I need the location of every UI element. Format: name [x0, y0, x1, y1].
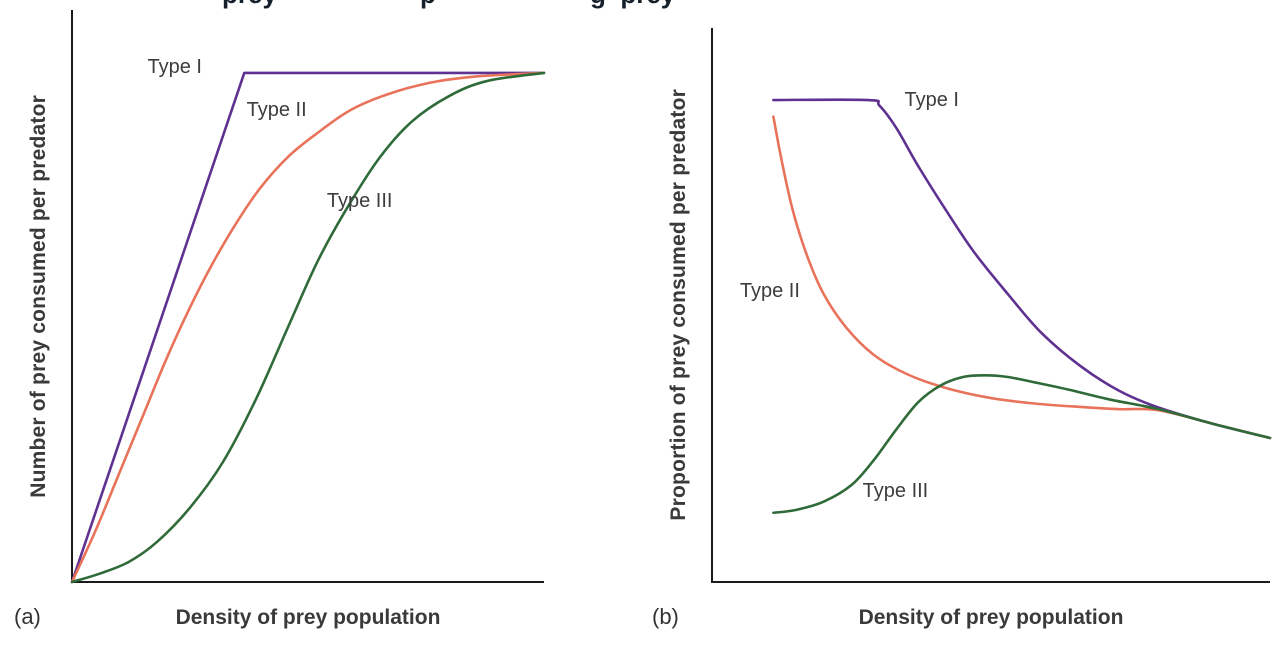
plot-area-b: Type I Type II Type III [712, 28, 1270, 582]
curve-type-i-b [773, 100, 1270, 438]
axes-a [72, 10, 544, 582]
chart-svg-a [72, 10, 544, 582]
y-axis-label-b: Proportion of prey consumed per predator [667, 89, 690, 521]
curve-type-iii-a [72, 73, 544, 582]
plot-area-a: Type I Type II Type III [72, 10, 544, 582]
cropped-title-fragment: prey [222, 0, 277, 10]
curve-type-ii-b [773, 117, 1270, 438]
curve-label-type3-a: Type III [326, 190, 393, 213]
y-axis-label-a: Number of prey consumed per predator [27, 94, 50, 498]
y-axis-label-wrap-a: Number of prey consumed per predator [22, 10, 56, 582]
cropped-title-fragment: p [420, 0, 436, 10]
x-axis-label-b: Density of prey population [858, 606, 1124, 629]
curve-label-type2-b: Type II [739, 280, 800, 303]
y-axis-label-wrap-b: Proportion of prey consumed per predator [662, 28, 696, 582]
panel-letter-a: (a) [14, 604, 41, 629]
curve-type-i-a [72, 73, 544, 582]
cropped-title-fragment: g prey [590, 0, 675, 10]
curve-label-type1-b: Type I [904, 88, 959, 111]
panel-letter-b: (b) [652, 604, 679, 629]
x-axis-label-a: Density of prey population [175, 606, 441, 629]
axes-b [712, 28, 1270, 582]
curve-type-iii-b [773, 375, 1270, 512]
curve-label-type2-a: Type II [246, 98, 307, 121]
curve-label-type3-b: Type III [862, 479, 929, 502]
chart-svg-b [712, 28, 1270, 582]
cropped-title-strip: prey p g prey [0, 0, 1278, 10]
curve-type-ii-a [72, 73, 544, 582]
curve-label-type1-a: Type I [147, 55, 202, 78]
